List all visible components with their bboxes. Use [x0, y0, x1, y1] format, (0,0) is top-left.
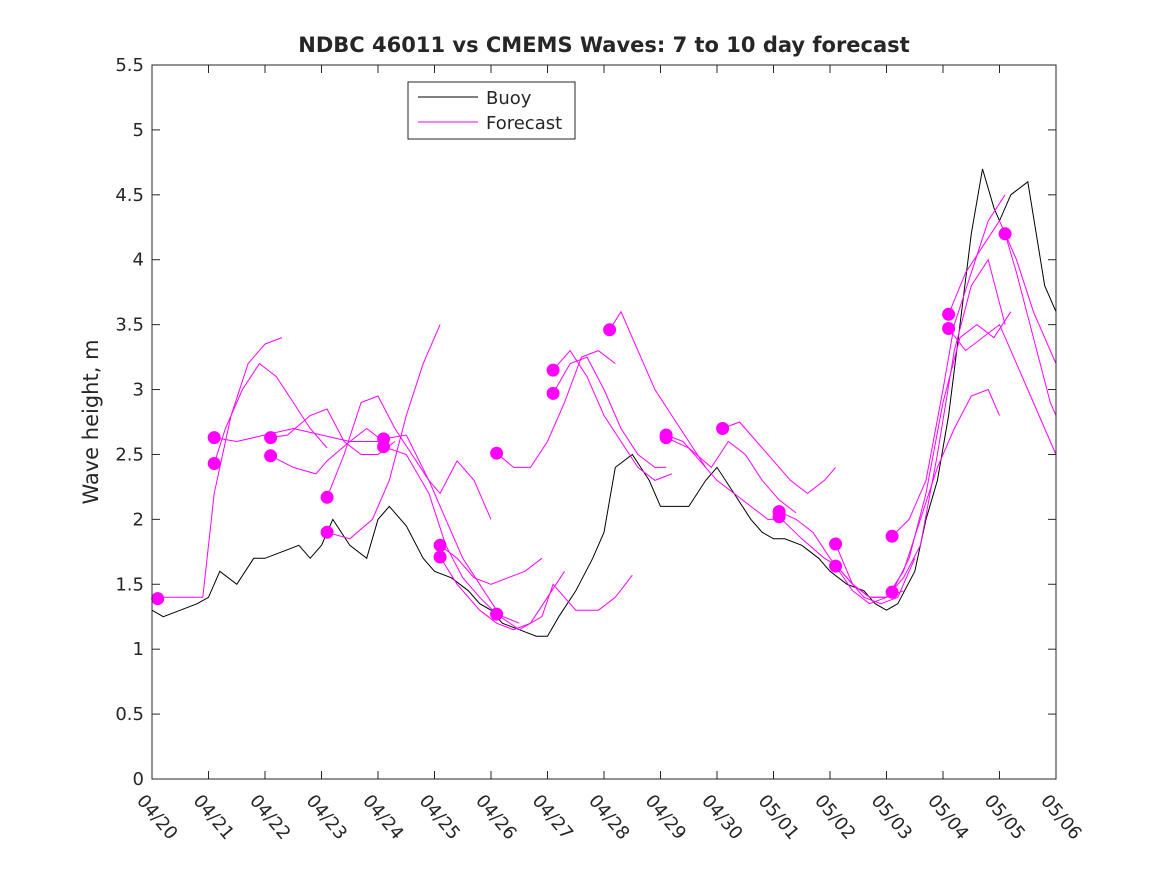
forecast-start-marker	[829, 537, 843, 551]
forecast-line-26	[948, 219, 1057, 364]
y-tick-label: 5.5	[115, 55, 144, 76]
forecast-line-11	[439, 556, 565, 631]
forecast-line-28	[1004, 233, 1057, 416]
forecast-start-marker	[377, 440, 391, 454]
forecast-line-22	[835, 388, 1000, 598]
forecast-start-marker	[829, 559, 843, 573]
forecast-line-23	[835, 258, 1006, 605]
plot-area	[152, 65, 1056, 779]
forecast-start-marker	[433, 538, 447, 552]
forecast-start-marker	[151, 592, 165, 606]
forecast-start-marker	[998, 227, 1012, 241]
forecast-line-2	[213, 362, 328, 464]
y-axis-label: Wave height, m	[79, 339, 103, 504]
forecast-start-marker	[490, 607, 504, 621]
forecast-line-15	[552, 356, 667, 468]
y-tick-label: 1.5	[115, 574, 144, 595]
forecast-line-5	[270, 427, 384, 475]
y-tick-label: 3	[133, 380, 144, 401]
forecast-start-marker	[659, 431, 673, 445]
forecast-line-24	[891, 194, 1006, 537]
forecast-line-14	[552, 349, 672, 481]
forecast-line-25	[891, 311, 1012, 593]
forecast-line-10	[439, 544, 543, 585]
forecast-start-marker	[264, 449, 278, 463]
forecast-start-marker	[264, 431, 278, 445]
forecast-start-marker	[546, 386, 560, 400]
axes-layer	[151, 64, 1057, 780]
marker-layer	[151, 227, 1012, 621]
y-tick-label: 3.5	[115, 315, 144, 336]
forecast-start-marker	[772, 510, 786, 524]
buoy-line	[151, 168, 1057, 637]
y-tick-label: 4.5	[115, 185, 144, 206]
forecast-line-1	[157, 337, 283, 598]
forecast-start-marker	[320, 525, 334, 539]
forecast-start-marker	[885, 529, 899, 543]
series-layer	[151, 168, 1057, 637]
forecast-line-18	[665, 437, 797, 514]
forecast-line-16	[609, 310, 707, 468]
forecast-line-12	[496, 350, 616, 468]
legend-box	[407, 81, 576, 140]
forecast-line-27	[948, 323, 1057, 455]
y-tick-label: 5	[133, 120, 144, 141]
y-tick-label: 2.5	[115, 444, 144, 465]
y-tick-label: 2	[133, 509, 144, 530]
y-tick-label: 0	[133, 769, 144, 790]
forecast-line-8	[383, 434, 498, 611]
legend: Buoy Forecast	[407, 81, 576, 140]
y-tick-label: 4	[133, 250, 144, 271]
forecast-start-marker	[942, 307, 956, 321]
chart-title: NDBC 46011 vs CMEMS Waves: 7 to 10 day f…	[298, 33, 909, 57]
forecast-start-marker	[207, 457, 221, 470]
forecast-line-17	[665, 434, 785, 520]
forecast-line-4	[270, 408, 396, 455]
forecast-start-marker	[207, 431, 221, 445]
forecast-start-marker	[546, 363, 560, 377]
forecast-start-marker	[320, 490, 334, 504]
y-tick-label: 0.5	[115, 704, 144, 725]
forecast-line-6	[326, 395, 492, 520]
forecast-start-marker	[490, 446, 504, 460]
forecast-start-marker	[603, 323, 617, 337]
forecast-start-marker	[942, 322, 956, 335]
forecast-start-marker	[433, 550, 447, 564]
legend-label-buoy: Buoy	[486, 88, 532, 109]
legend-label-forecast: Forecast	[486, 113, 562, 134]
forecast-line-7	[326, 324, 441, 540]
forecast-start-marker	[716, 422, 730, 435]
forecast-line-13	[496, 574, 633, 631]
forecast-line-19	[722, 421, 836, 495]
y-tick-label: 1	[133, 639, 144, 660]
forecast-start-marker	[885, 585, 899, 599]
